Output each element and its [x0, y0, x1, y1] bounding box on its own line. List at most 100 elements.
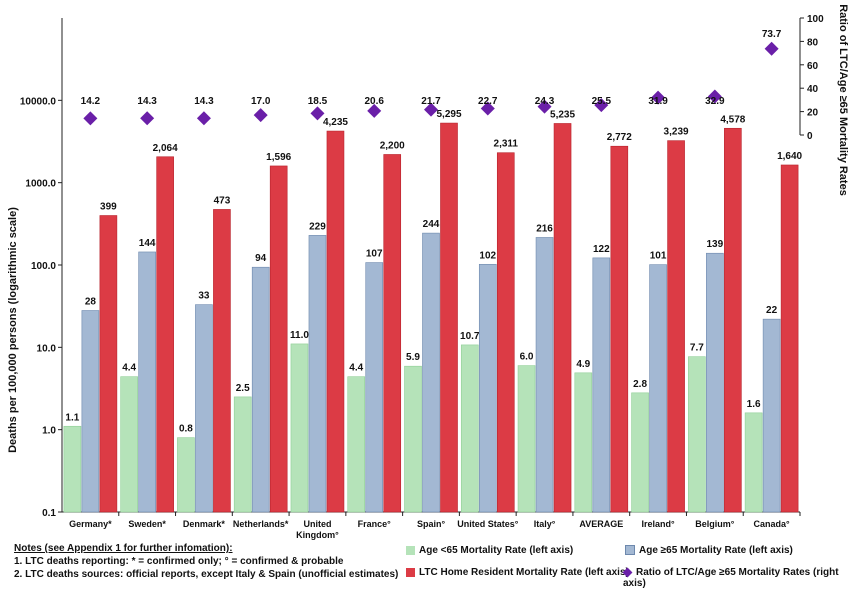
bar-age-65-plus: [138, 251, 156, 513]
notes-block: Notes (see Appendix 1 for further infoma…: [14, 542, 398, 581]
data-label-age-65-plus: 229: [309, 221, 326, 232]
data-label-ltc: 2,311: [494, 139, 519, 150]
y-axis-title: Deaths per 100,000 persons (logarithmic …: [7, 207, 19, 453]
ratio-marker: [253, 108, 268, 123]
bar-ltc: [667, 140, 685, 513]
data-label-ratio: 73.7: [762, 29, 782, 40]
x-category-label: Italy°: [534, 519, 556, 529]
data-label-ltc: 1,640: [777, 151, 802, 162]
bar-age-65-plus: [478, 263, 497, 513]
data-label-ratio: 32.9: [705, 96, 725, 107]
ratio-marker: [367, 103, 382, 118]
notes-line-1: 1. LTC deaths reporting: * = confirmed o…: [14, 556, 344, 567]
bar-age-65-plus: [535, 237, 554, 513]
bar-age-under-65: [347, 376, 366, 513]
x-category-label: Denmark*: [183, 519, 226, 529]
bar-age-65-plus: [762, 318, 781, 513]
bar-age-under-65: [460, 344, 479, 513]
bar-ltc: [724, 127, 742, 513]
x-category-label: AVERAGE: [579, 519, 623, 529]
data-label-age-65-plus: 216: [536, 223, 553, 234]
data-label-ratio: 21.7: [421, 96, 441, 107]
data-label-ratio: 25.5: [592, 96, 612, 107]
bar-age-under-65: [233, 396, 252, 513]
ratio-marker: [424, 102, 438, 117]
data-label-age-under-65: 1.6: [747, 399, 761, 410]
data-label-age-under-65: 11.0: [290, 330, 309, 341]
data-label-age-65-plus: 94: [255, 253, 267, 264]
y-tick-label: 0.1: [42, 508, 56, 519]
data-label-ratio: 17.0: [251, 96, 271, 107]
data-label-age-under-65: 6.0: [520, 352, 534, 363]
x-category-label: Netherlands*: [233, 519, 289, 529]
x-category-label: Ireland°: [642, 519, 676, 529]
ratio-marker: [83, 111, 98, 126]
y-tick-label: 1000.0: [25, 179, 56, 190]
data-label-ratio: 18.5: [308, 96, 328, 107]
bar-ltc: [326, 130, 345, 513]
y-tick-label: 100.0: [31, 261, 56, 272]
y-tick-label: 1.0: [42, 426, 56, 437]
data-label-ratio: 31.9: [648, 96, 668, 107]
ratio-marker: [651, 90, 666, 105]
bar-age-under-65: [574, 372, 593, 513]
x-category-label: United Kingdom°: [296, 519, 339, 540]
ratio-marker: [537, 99, 552, 114]
data-label-age-65-plus: 122: [593, 244, 610, 255]
data-label-age-under-65: 7.7: [690, 343, 704, 354]
legend-diamond-icon: [622, 567, 633, 578]
y2-tick-label: 0: [807, 131, 813, 142]
legend-label-ratio: Ratio of LTC/Age ≥65 Mortality Rates (ri…: [623, 567, 839, 589]
data-label-age-under-65: 2.5: [236, 383, 250, 394]
data-label-age-65-plus: 101: [650, 251, 667, 262]
y2-axis-title: Ratio of LTC/Age ≥65 Mortality Rates: [837, 4, 849, 196]
x-category-label: Belgium°: [695, 519, 735, 529]
data-label-age-under-65: 4.4: [122, 363, 136, 374]
bar-age-65-plus: [251, 266, 270, 513]
bar-age-65-plus: [195, 304, 213, 513]
bar-age-under-65: [631, 392, 649, 513]
legend-item-ratio: Ratio of LTC/Age ≥65 Mortality Rates (ri…: [622, 567, 850, 589]
bar-age-under-65: [63, 425, 82, 513]
x-category-label: Germany*: [69, 519, 112, 529]
data-label-age-65-plus: 28: [85, 297, 97, 308]
y2-tick-label: 80: [807, 37, 819, 48]
bar-age-under-65: [517, 365, 536, 513]
y-tick-label: 10.0: [37, 343, 57, 354]
data-label-ltc: 5,235: [550, 109, 575, 120]
legend-label-age-65-plus: Age ≥65 Mortality Rate (left axis): [639, 545, 793, 556]
bar-age-65-plus: [81, 310, 100, 513]
x-category-label: Canada°: [754, 519, 791, 529]
ratio-marker: [196, 111, 211, 126]
bar-age-65-plus: [649, 264, 667, 513]
data-label-ratio: 14.3: [194, 96, 214, 107]
data-label-ratio: 20.6: [364, 96, 384, 107]
legend-label-ltc: LTC Home Resident Mortality Rate (left a…: [419, 567, 629, 578]
data-label-age-65-plus: 33: [198, 291, 210, 302]
bar-age-65-plus: [365, 262, 384, 513]
bar-age-65-plus: [592, 257, 611, 513]
data-label-age-under-65: 2.8: [633, 379, 647, 390]
bar-ltc: [156, 156, 174, 513]
data-label-age-under-65: 4.4: [349, 363, 363, 374]
data-label-age-under-65: 10.7: [460, 331, 480, 342]
x-category-label: France°: [358, 519, 392, 529]
data-label-age-under-65: 0.8: [179, 424, 193, 435]
data-label-age-under-65: 4.9: [576, 359, 590, 370]
notes-line-2: 2. LTC deaths sources: official reports,…: [14, 569, 399, 580]
legend-swatch-age-65-plus: [625, 545, 635, 556]
plot-area: 0.1 1.0 10.0 100.0 1000.0 10000.0 0 20 40 60 80 100…: [20, 14, 824, 540]
legend-item-age-65-plus: Age ≥65 Mortality Rate (left axis): [625, 545, 793, 556]
bar-ltc: [269, 165, 288, 513]
bar-ltc: [440, 122, 458, 513]
data-label-ltc: 4,235: [323, 117, 348, 128]
data-label-age-65-plus: 107: [366, 249, 383, 260]
ratio-marker: [310, 106, 325, 121]
data-label-ltc: 399: [100, 202, 117, 213]
y2-tick-label: 100: [807, 14, 824, 25]
bar-ltc: [496, 152, 515, 513]
bar-ltc: [553, 123, 572, 513]
data-label-ltc: 2,200: [380, 140, 405, 151]
bar-age-under-65: [688, 356, 706, 513]
ratio-marker: [480, 101, 495, 116]
